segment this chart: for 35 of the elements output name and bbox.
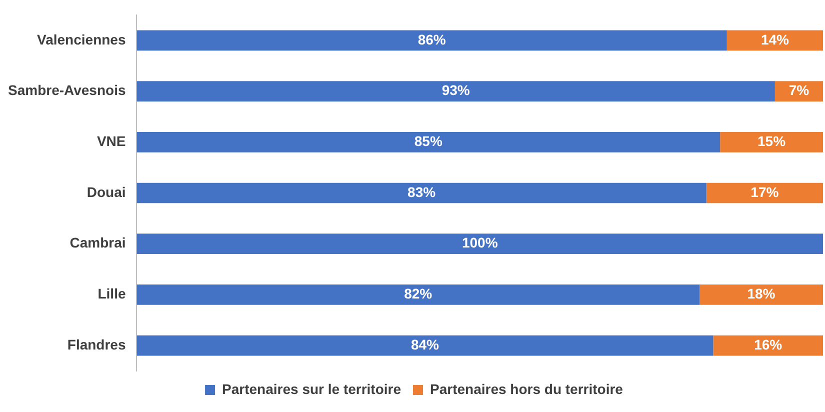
data-label: 16% — [754, 336, 783, 352]
data-label: 82% — [404, 286, 433, 302]
data-label: 17% — [750, 184, 780, 200]
legend-label: Partenaires sur le territoire — [222, 380, 402, 397]
bar — [136, 30, 727, 51]
data-label: 83% — [408, 184, 436, 200]
bar — [713, 335, 823, 356]
bar — [136, 234, 823, 254]
y-tick-label: VNE — [96, 133, 126, 149]
y-tick-label: Flandres — [67, 336, 126, 352]
y-tick-label: Douai — [86, 184, 126, 200]
bar — [706, 182, 823, 204]
bar — [136, 335, 714, 356]
data-label: 18% — [747, 286, 776, 302]
bar — [136, 81, 775, 102]
bar — [726, 30, 823, 51]
data-label: 93% — [442, 82, 470, 98]
y-tick-label: Valenciennes — [37, 31, 126, 48]
bar — [699, 284, 823, 305]
data-label: 86% — [418, 31, 446, 48]
data-label: 100% — [462, 234, 498, 251]
bar — [136, 182, 706, 204]
bar — [720, 132, 823, 152]
bar — [774, 81, 823, 102]
data-label: 85% — [414, 133, 443, 149]
data-label: 7% — [788, 82, 810, 98]
y-tick-label: Sambre-Avesnois — [8, 82, 126, 98]
data-label: 15% — [758, 133, 786, 149]
y-tick-label: Lille — [98, 286, 126, 302]
data-label: 14% — [760, 31, 790, 48]
bar — [136, 132, 720, 152]
y-tick-label: Cambrai — [70, 234, 126, 251]
data-label: 84% — [410, 336, 440, 352]
bar — [136, 284, 700, 305]
legend-label: Partenaires hors du territoire — [430, 380, 624, 397]
